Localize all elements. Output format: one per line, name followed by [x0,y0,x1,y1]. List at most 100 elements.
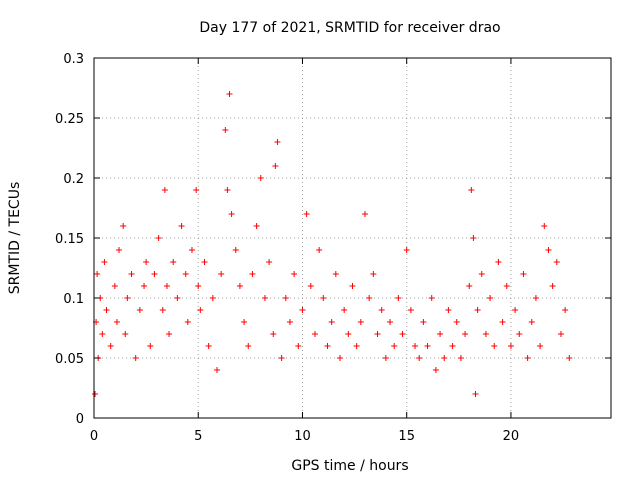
data-point [420,319,427,325]
data-point [432,367,439,373]
data-point [141,283,148,289]
data-point [437,331,444,337]
data-point [222,127,229,133]
data-point [462,331,469,337]
data-point [249,271,256,277]
y-tick-label: 0.3 [63,52,84,67]
data-point [516,331,523,337]
data-point [353,343,360,349]
data-point [155,235,162,241]
data-point [416,355,423,361]
data-point [487,295,494,301]
data-point [209,295,216,301]
data-point [122,331,129,337]
data-point [266,259,273,265]
data-point [159,307,166,313]
data-point [143,259,150,265]
data-point [92,391,99,397]
data-point [218,271,225,277]
data-point [174,295,181,301]
data-point [491,343,498,349]
data-point [341,307,348,313]
data-point [197,307,204,313]
data-point [466,283,473,289]
data-point [403,247,410,253]
data-point [201,259,208,265]
x-tick-label: 0 [90,429,98,444]
data-point [261,295,268,301]
y-tick-label: 0.25 [55,112,84,127]
data-point [99,331,106,337]
data-point [151,271,158,277]
data-point [445,307,452,313]
y-tick-label: 0.1 [63,292,84,307]
data-point [307,283,314,289]
data-point [236,283,243,289]
data-point [407,307,414,313]
data-point [178,223,185,229]
data-point [163,283,170,289]
points-layer [92,91,573,397]
data-point [274,139,281,145]
grid-layer [94,58,611,418]
data-point [253,223,260,229]
data-point [395,295,402,301]
data-point [507,343,514,349]
data-point [453,319,460,325]
data-point [147,343,154,349]
data-point [424,343,431,349]
data-point [120,223,127,229]
data-point [474,307,481,313]
data-point [303,211,310,217]
data-point [332,271,339,277]
data-point [528,319,535,325]
x-tick-label: 10 [294,429,311,444]
chart-title: Day 177 of 2021, SRMTID for receiver dra… [199,20,500,36]
x-tick-label: 15 [398,429,415,444]
data-point [524,355,531,361]
data-point [224,187,231,193]
data-point [107,343,114,349]
data-point [370,271,377,277]
data-point [316,247,323,253]
data-point [349,283,356,289]
data-point [94,271,101,277]
x-axis-label: GPS time / hours [291,458,408,474]
data-point [103,307,110,313]
data-point [324,343,331,349]
data-point [449,343,456,349]
data-point [357,319,364,325]
data-point [374,331,381,337]
data-point [545,247,552,253]
data-point [532,295,539,301]
data-point [512,307,519,313]
x-tick-label: 20 [503,429,520,444]
data-point [541,223,548,229]
data-point [537,343,544,349]
data-point [205,343,212,349]
data-point [101,259,108,265]
data-point [520,271,527,277]
data-point [278,355,285,361]
data-point [412,343,419,349]
y-tick-label: 0.2 [63,172,84,187]
data-point [213,367,220,373]
data-point [320,295,327,301]
data-point [241,319,248,325]
data-point [382,355,389,361]
data-point [482,331,489,337]
y-tick-label: 0.05 [55,352,84,367]
data-point [132,355,139,361]
data-point [113,319,120,325]
ticks-layer: 0 0.05 0.1 0.15 0.2 0.25 0.3 0 5 10 15 20 [55,52,611,444]
data-point [182,271,189,277]
data-point [136,307,143,313]
data-point [111,283,118,289]
plot-frame [93,57,612,419]
data-point [295,343,302,349]
data-point [472,391,479,397]
data-point [166,331,173,337]
data-point [549,283,556,289]
data-point [328,319,335,325]
